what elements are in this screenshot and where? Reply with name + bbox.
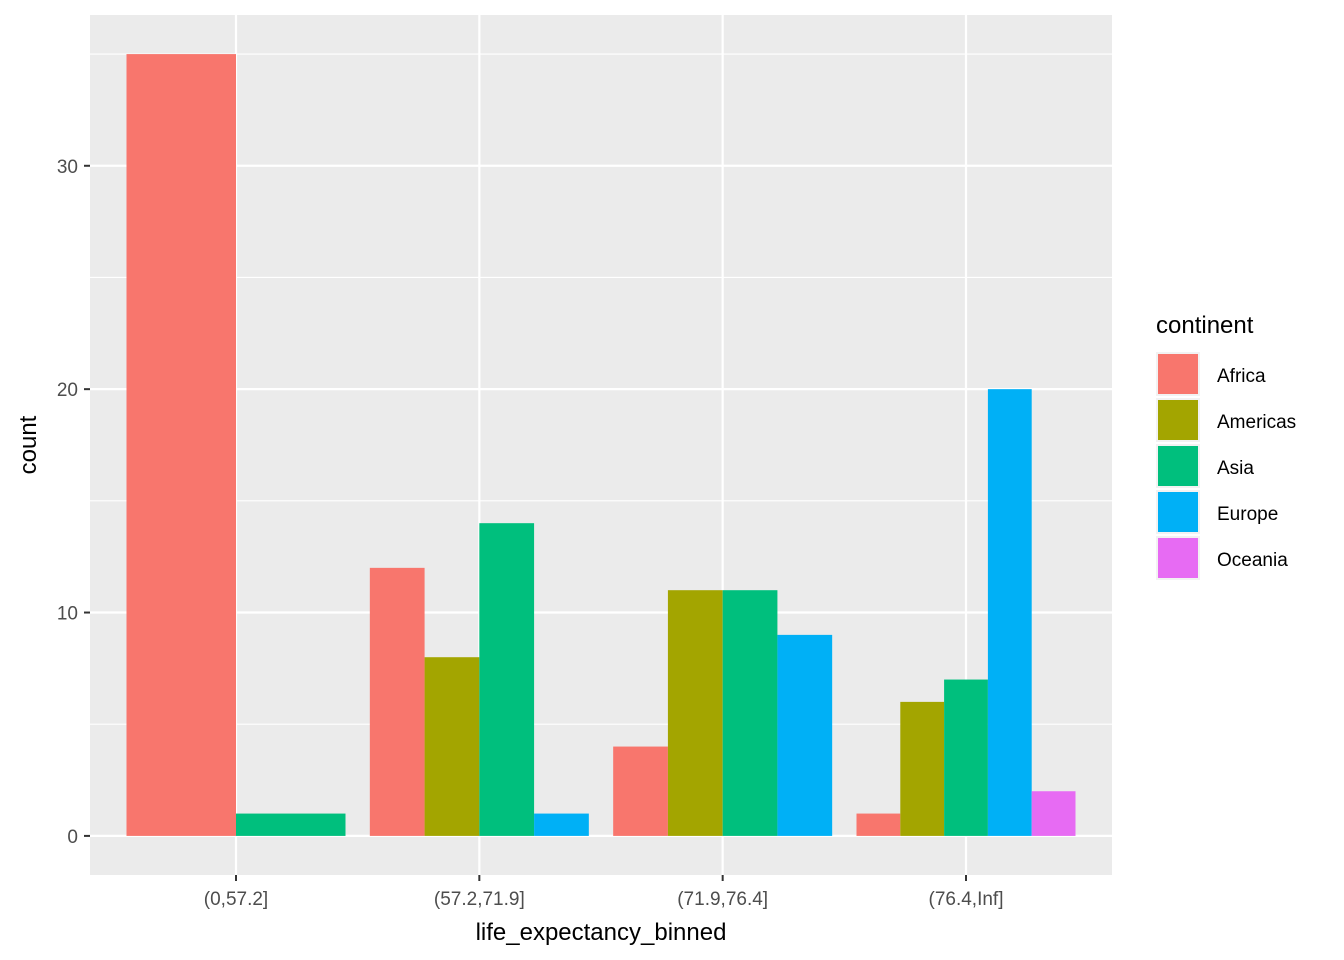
y-tick-label: 0 [67, 827, 78, 848]
y-tick-label: 30 [57, 157, 78, 178]
bar-africa [613, 746, 668, 836]
bar-asia [722, 590, 778, 836]
bar-americas [667, 590, 723, 836]
legend-items: Africa Americas Asia Europe Oceania [1156, 352, 1296, 580]
legend-swatch-americas [1158, 400, 1198, 440]
x-axis-title: life_expectancy_binned [476, 919, 727, 946]
bar-americas [900, 701, 945, 836]
legend: continent Africa Americas Asia Europe Oceani… [1156, 312, 1296, 580]
x-tick-label: (76.4,Inf] [929, 889, 1004, 910]
y-axis-title: count [15, 415, 42, 474]
legend-label: Africa [1217, 366, 1266, 387]
x-tick-label: (0,57.2] [204, 889, 268, 910]
y-tick-label: 20 [57, 380, 78, 401]
y-axis: 0 10 20 30 [57, 157, 90, 848]
legend-label: Asia [1217, 458, 1254, 479]
bar-asia [944, 679, 988, 836]
legend-label: Oceania [1217, 550, 1288, 571]
x-axis: (0,57.2] (57.2,71.9] (71.9,76.4] (76.4,Inf] [204, 875, 1004, 910]
legend-swatch-oceania [1158, 538, 1198, 578]
bar-europe [987, 389, 1032, 836]
bar-americas [424, 657, 480, 836]
bar-africa [856, 813, 901, 836]
bar-africa [369, 567, 425, 836]
bar-europe [777, 634, 833, 836]
bars [126, 54, 1076, 836]
bar-oceania [1031, 791, 1076, 836]
legend-label: Americas [1217, 412, 1296, 433]
bar-asia [236, 813, 346, 836]
bar-africa [126, 54, 236, 836]
legend-title: continent [1156, 312, 1254, 339]
x-tick-label: (71.9,76.4] [677, 889, 768, 910]
bar-asia [479, 523, 535, 836]
legend-swatch-asia [1158, 446, 1198, 486]
legend-swatch-africa [1158, 354, 1198, 394]
legend-swatch-europe [1158, 492, 1198, 532]
bar-europe [534, 813, 589, 836]
legend-label: Europe [1217, 504, 1278, 525]
y-tick-label: 10 [57, 604, 78, 625]
x-tick-label: (57.2,71.9] [434, 889, 525, 910]
